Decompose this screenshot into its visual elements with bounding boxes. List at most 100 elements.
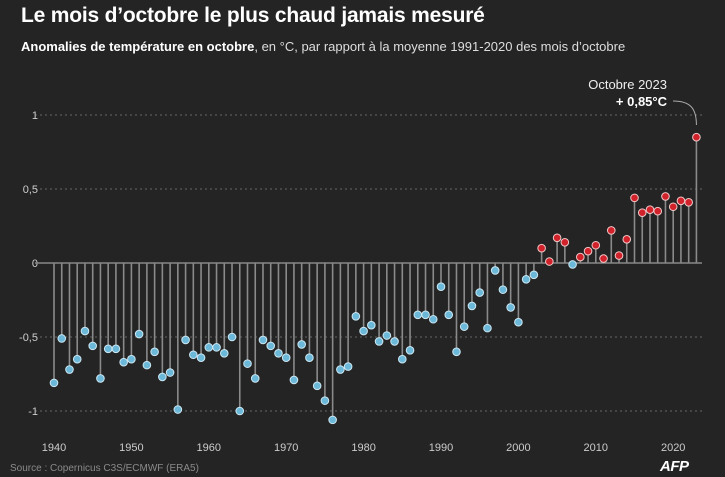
data-point bbox=[328, 415, 337, 425]
data-point bbox=[119, 357, 128, 367]
data-point bbox=[614, 251, 624, 260]
data-point bbox=[96, 374, 105, 383]
data-point bbox=[80, 326, 90, 336]
annotation-value: + 0,85°C bbox=[616, 94, 668, 109]
data-point bbox=[622, 235, 632, 244]
data-point bbox=[173, 405, 183, 414]
x-tick-label: 1940 bbox=[42, 442, 66, 454]
data-point bbox=[676, 196, 686, 206]
data-point bbox=[436, 282, 446, 291]
data-point bbox=[576, 252, 585, 262]
data-point bbox=[181, 335, 190, 345]
subtitle-bold: Anomalies de température en octobre bbox=[21, 39, 255, 54]
data-point bbox=[165, 368, 175, 377]
data-point bbox=[398, 354, 407, 364]
data-point bbox=[250, 374, 260, 383]
data-point bbox=[661, 192, 670, 201]
data-point bbox=[444, 310, 454, 320]
data-point bbox=[467, 301, 477, 311]
y-tick-label: 0,5 bbox=[23, 184, 38, 196]
data-point bbox=[351, 311, 361, 321]
chart-subtitle: Anomalies de température en octobre, en … bbox=[21, 39, 625, 54]
data-point bbox=[560, 237, 570, 247]
y-tick-label: -1 bbox=[28, 406, 38, 418]
data-point bbox=[452, 347, 461, 357]
data-point bbox=[266, 341, 276, 351]
x-tick-label: 1950 bbox=[119, 442, 143, 454]
data-point bbox=[297, 340, 306, 349]
data-point bbox=[382, 331, 392, 340]
data-point bbox=[72, 354, 82, 364]
x-tick-label: 2010 bbox=[584, 442, 608, 454]
data-point bbox=[367, 320, 376, 330]
data-point bbox=[413, 310, 423, 320]
data-point bbox=[212, 343, 221, 352]
data-point bbox=[235, 406, 245, 416]
data-point bbox=[599, 254, 608, 263]
data-point bbox=[521, 274, 531, 284]
data-point bbox=[258, 335, 268, 345]
data-point bbox=[490, 266, 500, 275]
data-point bbox=[428, 314, 438, 324]
data-point bbox=[103, 344, 113, 354]
data-point bbox=[227, 332, 237, 342]
chart-title: Le mois d’octobre le plus chaud jamais m… bbox=[21, 4, 485, 27]
data-point bbox=[88, 341, 97, 351]
data-point bbox=[514, 317, 523, 327]
subtitle-rest: , en °C, par rapport à la moyenne 1991-2… bbox=[254, 39, 626, 54]
y-tick-label: -0,5 bbox=[19, 332, 38, 344]
data-point bbox=[336, 365, 345, 374]
data-point bbox=[57, 334, 67, 343]
x-tick-label: 2020 bbox=[661, 442, 685, 454]
annotation-connector bbox=[672, 100, 697, 126]
data-point bbox=[359, 326, 368, 336]
data-point bbox=[219, 348, 229, 358]
data-point bbox=[645, 205, 655, 215]
data-point bbox=[305, 353, 314, 363]
data-point bbox=[684, 198, 693, 207]
data-point bbox=[320, 396, 330, 405]
x-tick-label: 1960 bbox=[197, 442, 221, 454]
data-point bbox=[49, 378, 59, 388]
data-point bbox=[111, 344, 121, 354]
data-point bbox=[150, 347, 159, 357]
data-point bbox=[568, 260, 577, 269]
data-point bbox=[483, 323, 492, 333]
data-point bbox=[630, 193, 639, 203]
x-tick-label: 1970 bbox=[274, 442, 298, 454]
data-point bbox=[374, 337, 384, 346]
data-point bbox=[459, 322, 469, 331]
data-point bbox=[421, 310, 430, 320]
data-point bbox=[281, 353, 291, 363]
data-point bbox=[475, 288, 485, 297]
data-point bbox=[142, 360, 152, 370]
data-point bbox=[537, 243, 546, 253]
x-tick-label: 1990 bbox=[429, 442, 453, 454]
data-point bbox=[390, 337, 399, 346]
data-point bbox=[498, 285, 508, 294]
data-point bbox=[158, 372, 167, 382]
afp-logo: AFP bbox=[660, 458, 689, 475]
data-point bbox=[637, 208, 647, 217]
data-point bbox=[134, 329, 144, 339]
source-note: Source : Copernicus C3S/ECMWF (ERA5) bbox=[10, 463, 199, 474]
data-point bbox=[189, 350, 198, 360]
data-point bbox=[343, 362, 353, 371]
data-point bbox=[204, 343, 214, 352]
x-tick-label: 2000 bbox=[506, 442, 530, 454]
data-point bbox=[274, 348, 283, 358]
data-point bbox=[405, 346, 415, 355]
y-tick-label: 1 bbox=[32, 110, 38, 122]
data-point bbox=[583, 246, 593, 256]
data-point bbox=[289, 375, 299, 385]
x-tick-label: 1980 bbox=[351, 442, 375, 454]
data-point bbox=[243, 359, 252, 368]
data-point bbox=[552, 233, 562, 243]
data-point bbox=[653, 206, 663, 216]
data-point bbox=[506, 303, 515, 312]
data-point bbox=[127, 354, 136, 364]
annotation-label: Octobre 2023 bbox=[588, 77, 667, 92]
data-point bbox=[196, 353, 206, 363]
data-point bbox=[65, 365, 74, 374]
